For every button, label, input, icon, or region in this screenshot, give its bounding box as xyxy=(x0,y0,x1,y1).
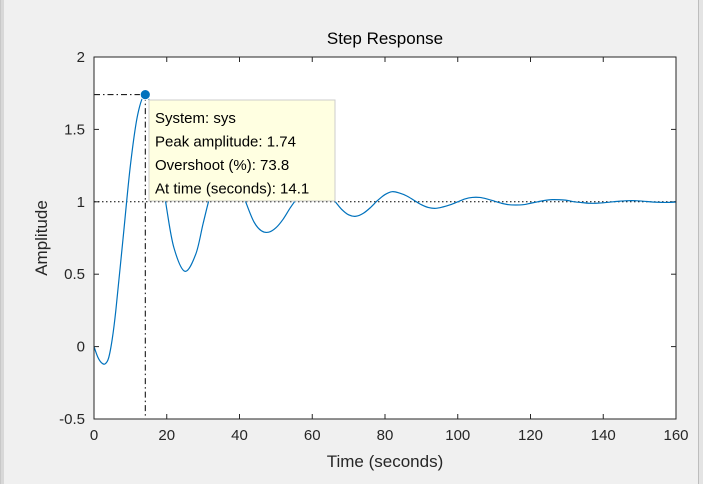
y-axis-label: Amplitude xyxy=(32,200,51,276)
x-tick-label: 60 xyxy=(304,427,321,444)
x-tick-label: 100 xyxy=(445,427,470,444)
y-tick-label: -0.5 xyxy=(59,411,85,428)
x-tick-label: 80 xyxy=(377,427,394,444)
peak-marker[interactable] xyxy=(139,89,151,101)
y-tick-label: 1.5 xyxy=(64,121,85,138)
x-tick-label: 0 xyxy=(90,427,98,444)
datatip-guides xyxy=(94,94,146,419)
chart-title: Step Response xyxy=(327,29,443,48)
datatip-time: At time (seconds): 14.1 xyxy=(155,181,309,198)
y-tick-label: 1 xyxy=(77,194,85,211)
x-tick-label: 40 xyxy=(231,427,248,444)
x-tick-label: 140 xyxy=(591,427,616,444)
y-tick-label: 0.5 xyxy=(64,266,85,283)
window-left-edge xyxy=(1,0,4,484)
x-tick-label: 120 xyxy=(518,427,543,444)
datatip-box xyxy=(148,99,336,202)
x-tick-label: 160 xyxy=(663,427,688,444)
axes-border xyxy=(93,56,677,420)
x-tick-label: 20 xyxy=(158,427,175,444)
y-tick-label: 2 xyxy=(77,49,85,66)
y-tick-label: 0 xyxy=(77,339,85,356)
datatip-overshoot: Overshoot (%): 73.8 xyxy=(155,157,289,174)
datatip-peak-amplitude: Peak amplitude: 1.74 xyxy=(155,134,296,151)
datatip[interactable]: System: sys Peak amplitude: 1.74 Oversho… xyxy=(139,89,336,202)
x-axis-label: Time (seconds) xyxy=(327,452,444,471)
datatip-system: System: sys xyxy=(155,110,236,127)
axis-ticks: 0 20 40 60 80 100 120 140 160 -0.5 0 0.5 1 1.5 2 xyxy=(59,49,688,444)
window-right-edge xyxy=(698,0,703,484)
series-line-step-response[interactable] xyxy=(93,94,677,365)
